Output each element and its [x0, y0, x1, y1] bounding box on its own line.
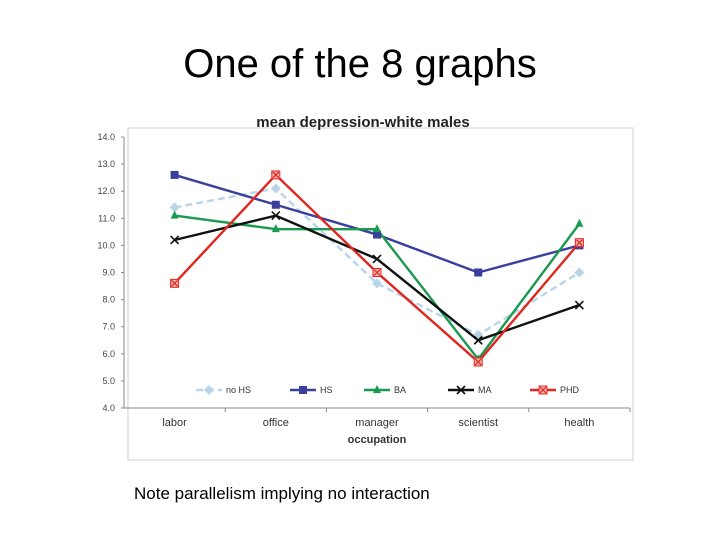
- data-point-ma: [170, 235, 180, 245]
- legend-marker: [204, 385, 214, 395]
- data-point-ba: [170, 210, 179, 219]
- y-axis-ticks: 4.0 5.0 6.0 7.0 8.0 9.0 10.0 11.0 12.0 13.0 14.0: [97, 132, 124, 413]
- y-tick-label: 5.0: [102, 376, 115, 386]
- data-point-ma: [271, 211, 281, 221]
- y-tick-label: 7.0: [102, 322, 115, 332]
- slide-title: One of the 8 graphs: [183, 42, 537, 86]
- y-tick-label: 11.0: [98, 213, 115, 223]
- legend-label: MA: [478, 385, 492, 395]
- data-point-phd: [372, 268, 382, 277]
- y-tick-label: 4.0: [102, 403, 115, 413]
- legend-label: no HS: [226, 385, 251, 395]
- legend-label: PHD: [560, 385, 580, 395]
- data-point-phd: [473, 357, 483, 367]
- data-point-hs: [373, 230, 381, 239]
- y-tick-label: 9.0: [102, 268, 115, 278]
- data-point-phd: [574, 238, 584, 248]
- data-point-ma: [473, 335, 483, 345]
- data-point-ma: [574, 300, 584, 310]
- x-axis-ticks: labor office manager scientist health: [162, 408, 631, 429]
- x-tick-label: scientist: [458, 417, 498, 429]
- y-tick-label: 6.0: [102, 349, 115, 359]
- legend-marker: [538, 385, 548, 395]
- data-point-no-hs: [169, 202, 180, 213]
- chart-title: mean depression-white males: [256, 114, 469, 131]
- y-tick-label: 12.0: [97, 186, 115, 196]
- data-point-no-hs: [372, 278, 382, 289]
- x-tick-label: office: [263, 417, 289, 429]
- x-tick-label: manager: [355, 417, 399, 429]
- y-tick-label: 13.0: [97, 159, 115, 169]
- y-tick-label: 14.0: [97, 132, 115, 142]
- data-point-ma: [372, 254, 382, 264]
- slide-note: Note parallelism implying no interaction: [134, 484, 430, 503]
- data-point-hs: [170, 170, 179, 179]
- x-axis-label: occupation: [348, 434, 407, 446]
- data-point-ba: [373, 224, 381, 233]
- data-point-ba: [271, 224, 280, 233]
- x-tick-label: health: [564, 417, 594, 429]
- y-tick-label: 10.0: [97, 240, 115, 250]
- data-point-no-hs: [574, 267, 585, 278]
- data-point-hs: [474, 268, 483, 277]
- data-point-phd: [170, 278, 180, 288]
- legend-label: HS: [320, 385, 333, 395]
- data-point-phd: [271, 170, 281, 180]
- legend-marker: [456, 385, 466, 395]
- legend-marker: [373, 385, 381, 393]
- data-point-hs: [271, 200, 280, 209]
- legend-label: BA: [394, 385, 406, 395]
- legend-marker: [299, 386, 307, 394]
- legend: no HS HS BA MA PHD: [196, 385, 580, 395]
- y-tick-label: 8.0: [102, 295, 115, 305]
- data-point-ba: [575, 218, 584, 227]
- x-tick-label: labor: [162, 417, 187, 429]
- series-markers: [169, 170, 585, 367]
- data-point-no-hs: [270, 183, 281, 194]
- chart-area-border: [127, 127, 634, 461]
